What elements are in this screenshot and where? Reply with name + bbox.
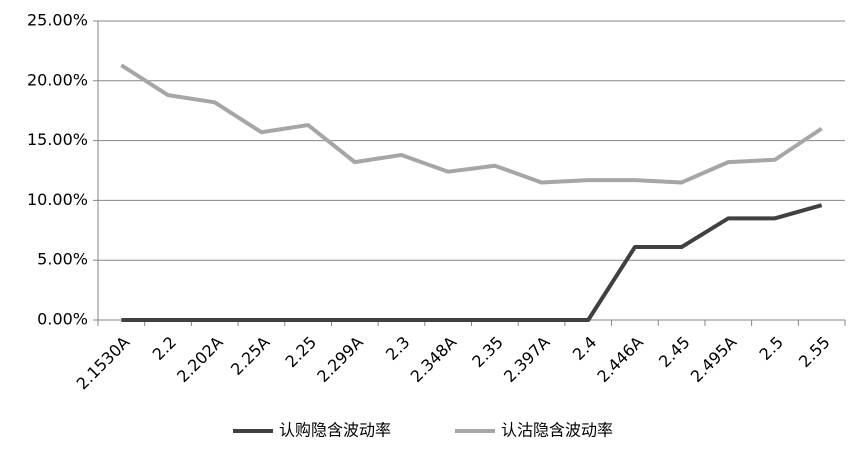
x-tick-label: 2.495A [687,333,741,387]
x-tick-label: 2.55 [795,333,834,372]
x-tick-label: 2.299A [313,333,367,387]
series-line [121,203,823,322]
x-tick-label: 2.45 [655,333,694,372]
y-tick-label: 15.00% [27,130,88,149]
series-line [120,63,823,185]
x-tick-label: 2.2 [149,333,180,364]
y-tick-label: 20.00% [27,70,88,89]
y-tick-label: 5.00% [37,250,88,269]
x-tick-label: 2.25 [281,333,320,372]
x-tick-label: 2.35 [468,333,507,372]
y-tick-label: 0.00% [37,310,88,329]
x-tick-label: 2.446A [593,333,647,387]
x-tick-label: 2.397A [500,333,554,387]
y-tick-label: 10.00% [27,190,88,209]
x-tick-label: 2.348A [407,333,461,387]
x-tick-label: 2.202A [173,333,227,387]
x-tick-label: 2.4 [569,333,600,364]
x-tick-label: 2.25A [227,333,273,379]
x-tick-label: 2.1530A [73,333,134,394]
x-tick-label: 2.3 [382,333,413,364]
legend-label: 认购隐含波动率 [279,421,391,440]
x-tick-label: 2.5 [756,333,787,364]
y-tick-label: 25.00% [27,11,88,30]
legend-label: 认沽隐含波动率 [501,421,613,440]
